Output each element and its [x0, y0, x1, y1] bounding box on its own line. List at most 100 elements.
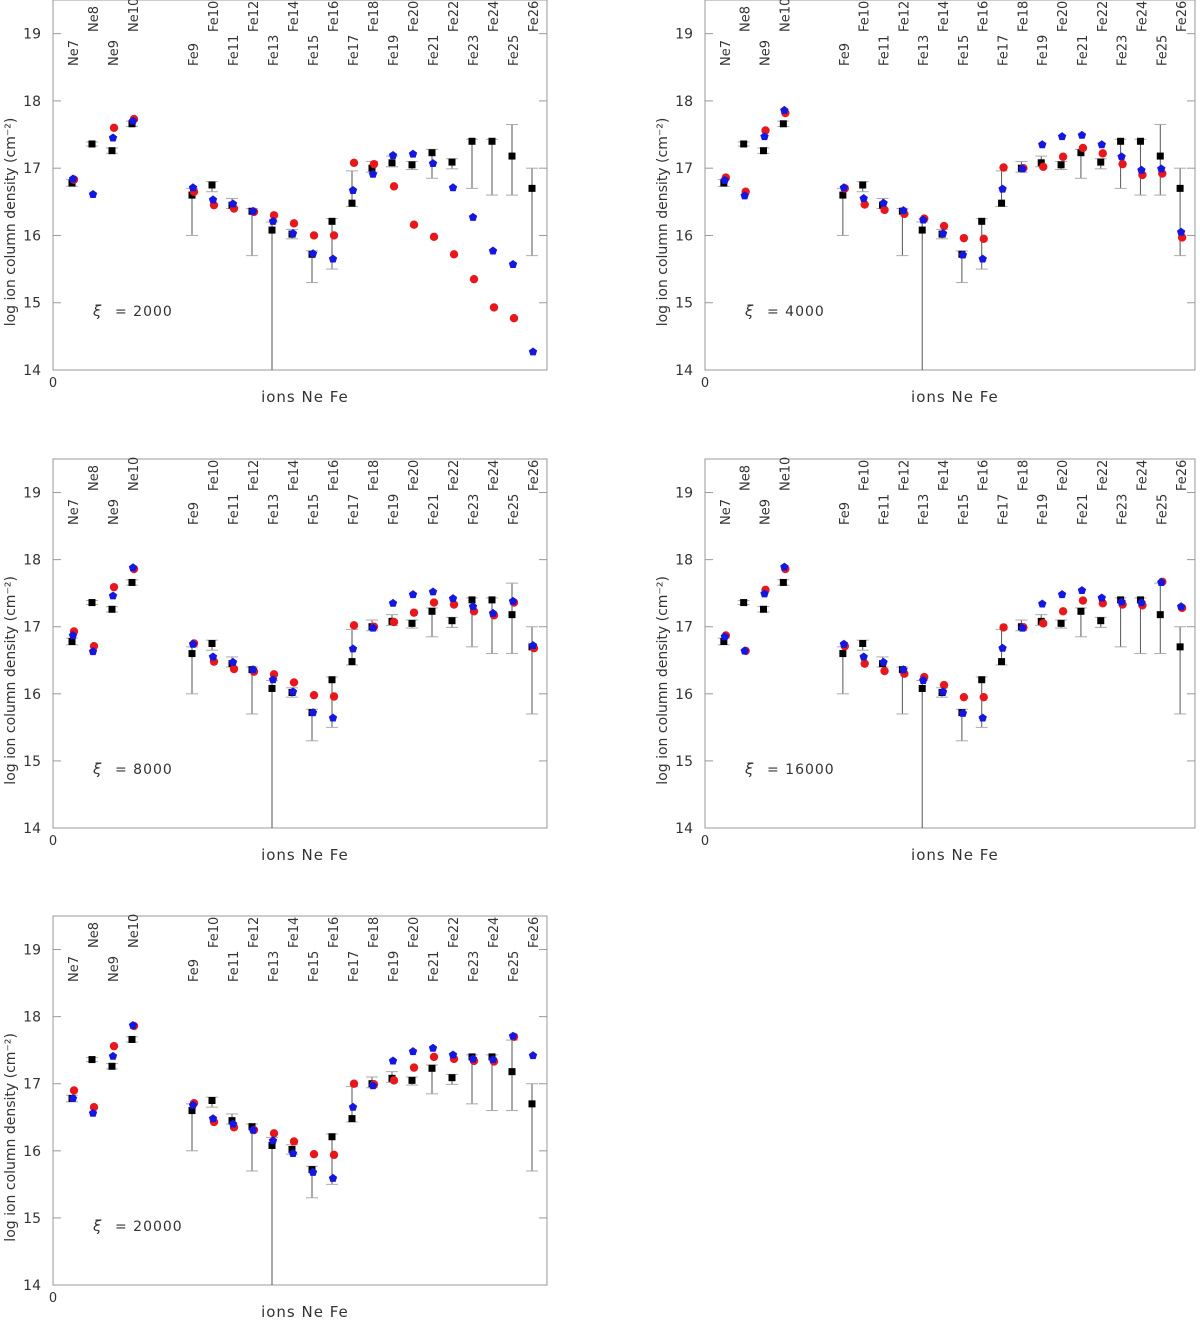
ion-label-fe25: Fe25: [507, 35, 522, 66]
y-tick-label: 14: [23, 1278, 41, 1294]
model-blue-point: [428, 1043, 438, 1052]
model-red-point: [449, 600, 459, 609]
model-blue-point: [899, 206, 908, 215]
ion-label-fe12: Fe12: [247, 917, 262, 948]
model-blue-point: [1137, 598, 1146, 607]
ion-label-fe26: Fe26: [527, 1, 542, 32]
model-blue-point: [288, 1149, 298, 1158]
model-red-point: [860, 200, 869, 209]
model-red-point: [999, 163, 1008, 172]
ion-label-fe13: Fe13: [267, 951, 282, 982]
observed-point: [428, 1064, 436, 1072]
ion-label-fe14: Fe14: [937, 460, 952, 491]
observed-point: [68, 637, 76, 645]
observed-point: [348, 199, 356, 207]
model-blue-point: [88, 190, 98, 198]
observed-point: [348, 1115, 356, 1123]
ion-label-ne7: Ne7: [67, 499, 82, 525]
model-blue-point: [760, 132, 769, 141]
y-axis-title: log ion column density (cm⁻²): [655, 576, 671, 785]
xi-symbol: ξ: [92, 760, 102, 778]
model-blue-point: [978, 713, 987, 722]
observed-point: [740, 140, 748, 148]
observed-point: [1097, 158, 1105, 166]
observed-point: [760, 147, 768, 155]
plot-frame: [704, 458, 1196, 829]
model-blue-point: [1176, 602, 1186, 611]
ion-label-fe10: Fe10: [858, 1, 873, 32]
model-blue-point: [1077, 130, 1087, 139]
model-red-point: [429, 232, 439, 241]
y-tick-label: 17: [675, 620, 693, 636]
ion-label-fe19: Fe19: [1036, 494, 1051, 525]
model-blue-point: [428, 159, 438, 168]
model-red-point: [329, 231, 339, 240]
ion-label-fe18: Fe18: [367, 460, 382, 491]
y-tick-label: 17: [23, 1077, 41, 1093]
model-blue-point: [348, 644, 358, 653]
model-blue-point: [228, 1119, 238, 1128]
plot-frame: [704, 0, 1196, 371]
model-blue-point: [268, 1136, 278, 1145]
observed-point: [428, 149, 436, 157]
observed-point: [368, 164, 376, 172]
model-red-point: [389, 1076, 399, 1085]
model-blue-point: [308, 1167, 318, 1176]
observed-point: [468, 137, 476, 145]
y-tick-label: 16: [675, 687, 693, 703]
ion-label-fe23: Fe23: [1116, 35, 1131, 66]
y-tick-label: 19: [675, 27, 693, 43]
model-blue-point: [128, 1020, 138, 1029]
observed-point: [328, 217, 336, 225]
y-tick-label: 16: [23, 1144, 41, 1160]
y-tick-label: 15: [675, 296, 693, 312]
ion-label-fe21: Fe21: [1076, 35, 1091, 66]
model-blue-point: [839, 639, 849, 648]
model-blue-point: [88, 647, 98, 656]
model-red-point: [880, 666, 889, 676]
ion-label-fe12: Fe12: [247, 460, 262, 491]
model-blue-point: [899, 665, 908, 674]
x-origin-label: 0: [49, 376, 57, 391]
model-red-point: [409, 608, 419, 617]
model-blue-point: [188, 183, 198, 192]
model-blue-point: [388, 598, 398, 607]
model-blue-point: [1018, 164, 1027, 173]
observed-point: [1057, 619, 1065, 627]
ion-label-fe25: Fe25: [507, 951, 522, 982]
model-red-point: [109, 582, 119, 592]
observed-point: [528, 1100, 536, 1108]
observed-point: [288, 1145, 296, 1153]
model-blue-point: [228, 657, 238, 666]
observed-point: [88, 1056, 96, 1064]
ion-label-fe23: Fe23: [467, 494, 482, 525]
y-tick-label: 19: [23, 943, 41, 959]
model-red-point: [289, 678, 299, 687]
ion-label-fe22: Fe22: [447, 1, 462, 32]
observed-point: [1057, 161, 1065, 169]
panel-xi-16000: 14 15 16 17 18 19 0 ions Ne Fe log ion column de…: [655, 457, 1196, 864]
ion-label-fe17: Fe17: [997, 494, 1012, 525]
ion-label-fe20: Fe20: [1056, 1, 1071, 32]
observed-point: [448, 1074, 456, 1082]
ion-label-fe19: Fe19: [387, 494, 402, 525]
ion-label-fe15: Fe15: [307, 951, 322, 982]
y-tick-label: 16: [23, 687, 41, 703]
model-red-point: [429, 1052, 439, 1062]
observed-point: [488, 137, 496, 145]
y-tick-label: 17: [23, 620, 41, 636]
ion-label-fe16: Fe16: [977, 1, 992, 32]
xi-value: = 20000: [115, 1219, 183, 1235]
model-blue-point: [368, 623, 378, 632]
panel-xi-8000: 14 15 16 17 18 19 0 ions Ne Fe log ion column de…: [3, 457, 548, 864]
xi-value: = 2000: [115, 304, 173, 320]
observed-point: [1097, 617, 1105, 625]
model-blue-point: [488, 246, 498, 255]
observed-point: [859, 640, 867, 647]
ion-label-fe15: Fe15: [307, 494, 322, 525]
observed-point: [108, 605, 116, 613]
model-blue-point: [408, 590, 418, 599]
panel-xi-2000: 14 15 16 17 18 19 0 ions Ne Fe log ion column de…: [3, 0, 548, 406]
model-blue-point: [288, 229, 298, 237]
model-red-point: [489, 303, 499, 312]
